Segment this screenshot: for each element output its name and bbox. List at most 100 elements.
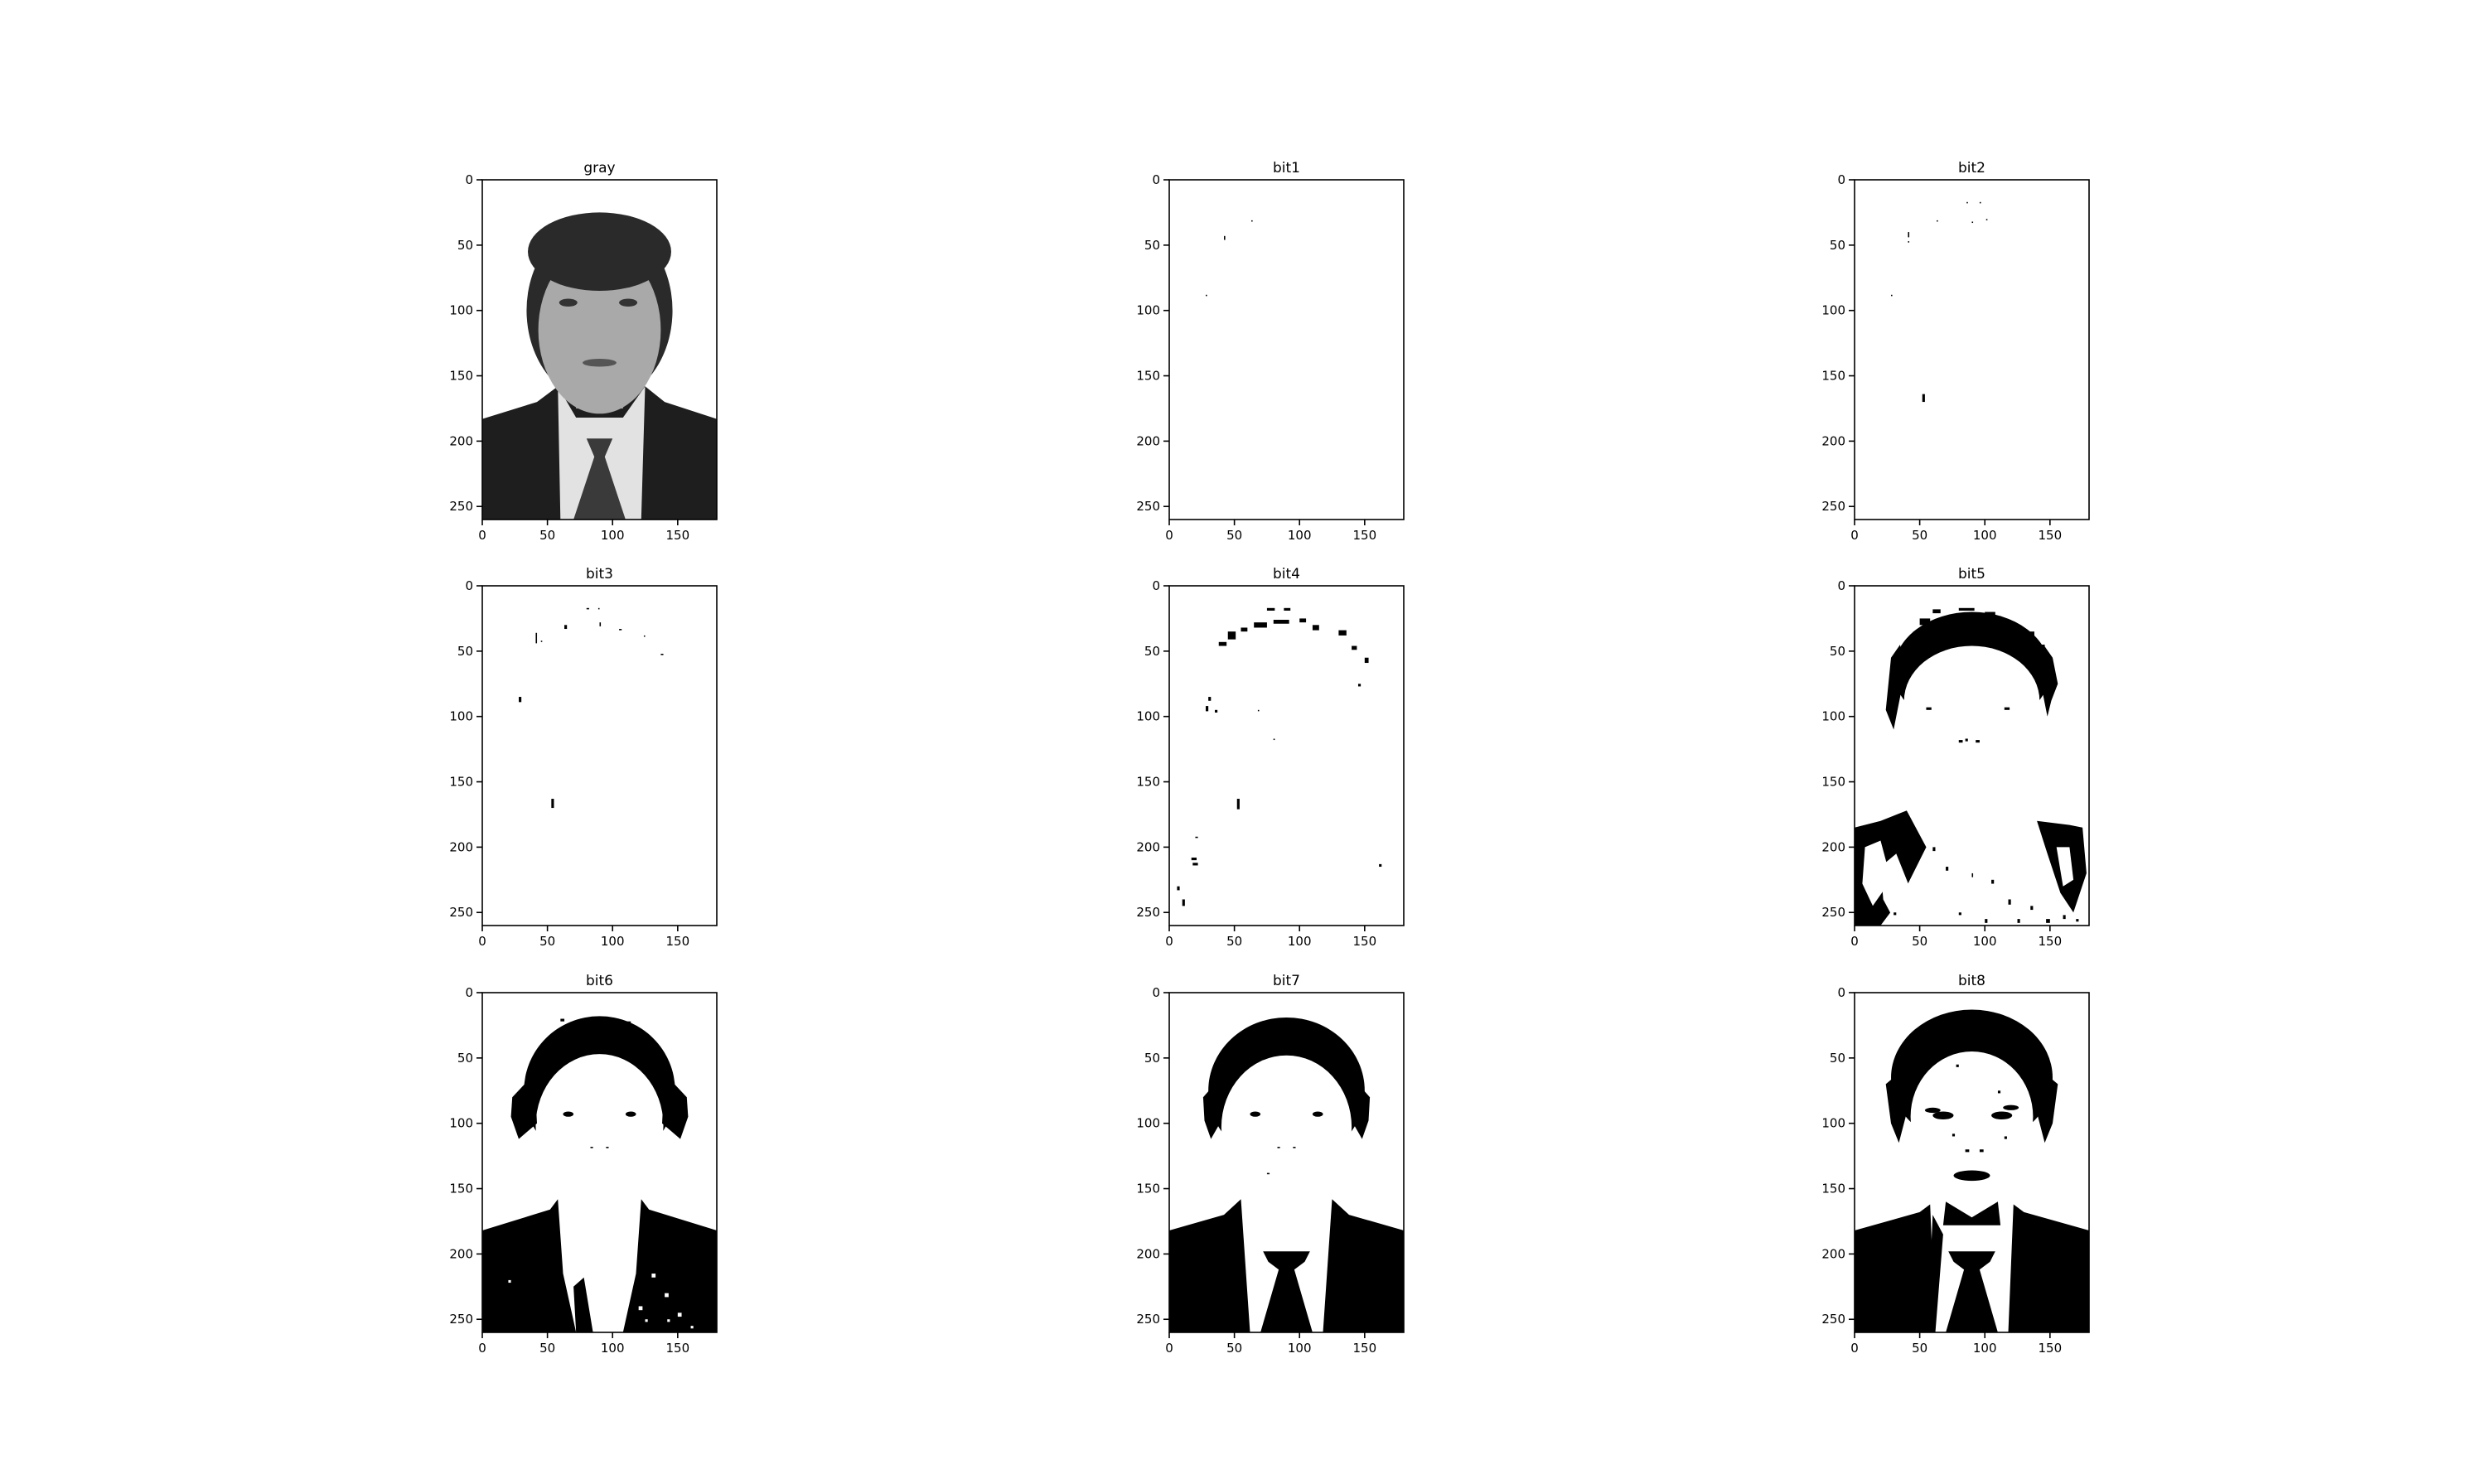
y-tick-label: 250 (1136, 905, 1160, 920)
hair-right (2039, 645, 2058, 717)
pixel-speck (1937, 220, 1938, 222)
y-tick-label: 200 (1136, 839, 1160, 854)
y-tick-label: 50 (1830, 1051, 1845, 1066)
pixel-speck (2037, 644, 2045, 653)
pixel-speck (1236, 799, 1240, 810)
right-eye (625, 1111, 636, 1117)
hair-left (1885, 1064, 1909, 1143)
pixel-speck (1206, 706, 1209, 712)
y-tick-label: 150 (449, 775, 473, 790)
suit-left (1169, 1199, 1250, 1332)
axes-frame (481, 585, 718, 926)
pixel-speck (2076, 919, 2079, 922)
axes-frame (1168, 585, 1405, 926)
x-tick-label: 150 (666, 1341, 690, 1356)
pixel-speck (1192, 863, 1198, 866)
pixel-speck (643, 635, 646, 637)
x-tick-label: 50 (539, 528, 555, 543)
left-eye (1932, 1111, 1954, 1119)
subplot-title: bit8 (1958, 973, 1985, 989)
y-tick-label: 100 (449, 709, 473, 724)
x-tick-label: 100 (1973, 1341, 1997, 1356)
pixel-speck (1932, 609, 1941, 614)
pixel-speck (1266, 1172, 1270, 1175)
left-eye (1250, 1111, 1261, 1117)
x-tick-label: 100 (1973, 528, 1997, 543)
pixel-speck (1266, 607, 1275, 611)
hair-top (528, 212, 671, 292)
tie (573, 438, 626, 520)
subplot-bit2: bit2 0 50 100 150 0 50 100 150 200 250 (1821, 160, 2090, 543)
x-tick-label: 50 (1226, 1341, 1242, 1356)
subplot-bit5: bit5 0 50 100 150 0 50 100 150 200 250 (1821, 566, 2090, 949)
right-eye (1991, 1111, 2013, 1119)
pixel-speck (2024, 631, 2034, 640)
subplot-title: bit4 (1273, 566, 1300, 582)
pixel-speck (586, 607, 589, 610)
x-tick-label: 100 (601, 528, 625, 543)
pixel-speck (1891, 294, 1893, 297)
pixel-speck (2046, 919, 2050, 923)
y-tick-label: 0 (1152, 172, 1160, 187)
y-tick-label: 200 (1821, 1246, 1845, 1261)
pixel-speck (1227, 631, 1236, 640)
y-tick-label: 150 (1136, 775, 1160, 790)
y-tick-label: 50 (457, 1051, 473, 1066)
pixel-speck (1965, 1149, 1970, 1153)
pixel-speck (1224, 235, 1226, 240)
hair-left (510, 1073, 537, 1139)
pixel-speck (1958, 912, 1961, 916)
y-tick-label: 50 (457, 644, 473, 659)
subplot-title: bit1 (1273, 160, 1300, 176)
pixel-speck (619, 629, 622, 631)
x-tick-label: 100 (1288, 528, 1312, 543)
image-bit7 (1169, 993, 1404, 1332)
y-tick-label: 150 (1136, 369, 1160, 384)
suit-right (622, 1199, 717, 1332)
left-eye (563, 1111, 574, 1117)
tie (1260, 1251, 1313, 1332)
pixel-speck (1352, 645, 1357, 650)
y-tick-label: 50 (1830, 238, 1845, 253)
y-tick-label: 0 (1837, 172, 1845, 187)
pixel-speck (606, 1147, 609, 1148)
y-tick-label: 50 (1144, 238, 1160, 253)
hair-left (1202, 1073, 1224, 1139)
image-bit4 (1169, 586, 1404, 926)
y-tick-label: 50 (457, 238, 473, 253)
x-tick-label: 150 (1353, 1341, 1377, 1356)
y-tick-label: 100 (449, 303, 473, 318)
axes-frame (481, 179, 718, 520)
image-bit8 (1855, 993, 2089, 1332)
pixel-speck (1997, 620, 2011, 626)
image-bit6 (482, 993, 717, 1332)
x-tick-label: 50 (539, 1341, 555, 1356)
axes-frame (1854, 992, 2090, 1333)
pixel-speck (1919, 618, 1931, 626)
y-tick-label: 0 (1152, 578, 1160, 593)
pixel-speck (1218, 641, 1227, 646)
pixel-speck (625, 1021, 631, 1024)
pixel-speck (651, 1274, 656, 1278)
pixel-speck (1979, 201, 1981, 204)
y-tick-label: 200 (1821, 433, 1845, 448)
y-tick-label: 100 (1821, 1116, 1845, 1131)
collar-left (1927, 1215, 1943, 1332)
pixel-speck (508, 1279, 511, 1283)
pixel-speck (1208, 697, 1212, 701)
y-tick-label: 200 (1821, 839, 1845, 854)
pixel-speck (1908, 232, 1910, 238)
subplot-title: bit2 (1958, 160, 1985, 176)
pixel-speck (1273, 738, 1275, 741)
pixel-speck (1338, 630, 1347, 636)
pixel-speck (1971, 221, 1974, 224)
pixel-speck (2008, 899, 2011, 905)
y-tick-label: 150 (449, 1182, 473, 1196)
x-tick-label: 150 (666, 528, 690, 543)
image-bit2 (1855, 180, 2089, 520)
pixel-speck (1191, 858, 1197, 861)
pixel-speck (1299, 618, 1307, 623)
pixel-speck (1958, 607, 1975, 611)
x-tick-label: 150 (2039, 1341, 2063, 1356)
x-tick-label: 50 (1912, 1341, 1927, 1356)
